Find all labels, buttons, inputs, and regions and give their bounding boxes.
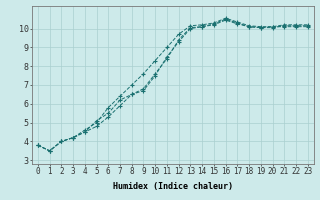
- X-axis label: Humidex (Indice chaleur): Humidex (Indice chaleur): [113, 182, 233, 191]
